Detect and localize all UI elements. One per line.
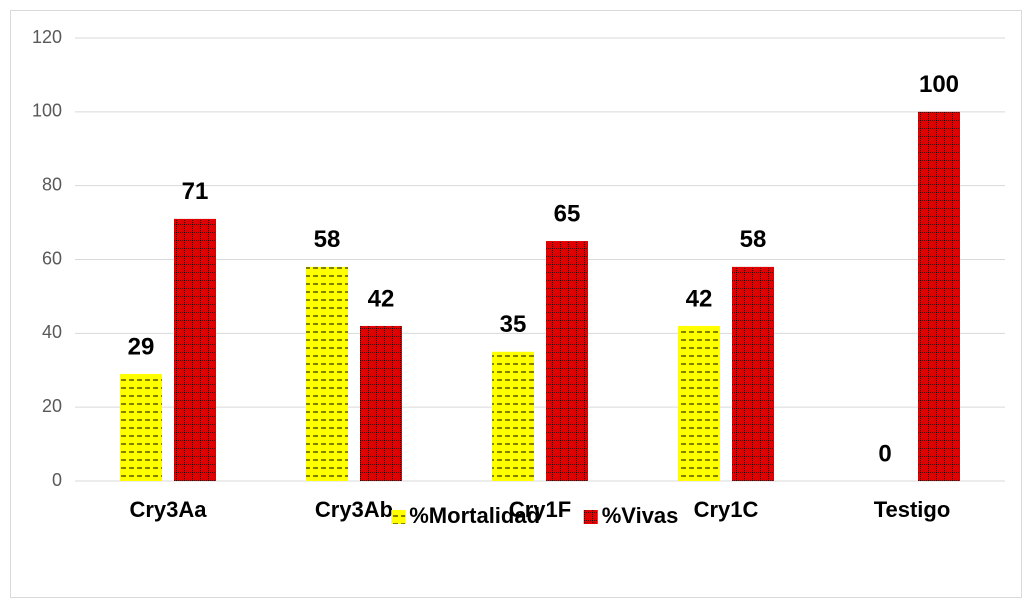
data-label: 42 [368, 285, 395, 312]
x-tick-label: Cry1C [694, 497, 759, 522]
x-tick-label: Testigo [874, 497, 951, 522]
legend-label: %Vivas [602, 503, 679, 528]
bar [918, 111, 960, 481]
y-tick-label: 40 [42, 322, 62, 342]
x-tick-label: Cry3Ab [315, 497, 393, 522]
data-label: 35 [500, 311, 527, 338]
data-label: 42 [686, 285, 713, 312]
data-label: 0 [878, 440, 891, 467]
data-label: 29 [128, 333, 155, 360]
y-tick-label: 100 [32, 101, 62, 121]
y-tick-label: 120 [32, 27, 62, 47]
y-tick-label: 20 [42, 396, 62, 416]
data-label: 71 [182, 178, 209, 205]
data-label: 58 [740, 226, 767, 253]
bar [120, 373, 162, 481]
legend-swatch [391, 510, 406, 524]
legend-swatch [583, 510, 598, 524]
bar [732, 266, 774, 481]
y-tick-label: 80 [42, 174, 62, 194]
data-label: 65 [554, 200, 581, 227]
y-tick-label: 60 [42, 248, 62, 268]
data-label: 58 [314, 226, 341, 253]
y-tick-label: 0 [52, 470, 62, 490]
bar [174, 218, 216, 481]
bar [546, 241, 588, 481]
data-label: 100 [919, 71, 959, 98]
x-tick-label: Cry3Aa [129, 497, 207, 522]
bar [306, 266, 348, 481]
bar [360, 325, 402, 481]
bar [678, 325, 720, 481]
bar [492, 351, 534, 481]
legend-label: %Mortalidad [409, 503, 540, 528]
x-tick-label: Cry1F [509, 497, 571, 522]
